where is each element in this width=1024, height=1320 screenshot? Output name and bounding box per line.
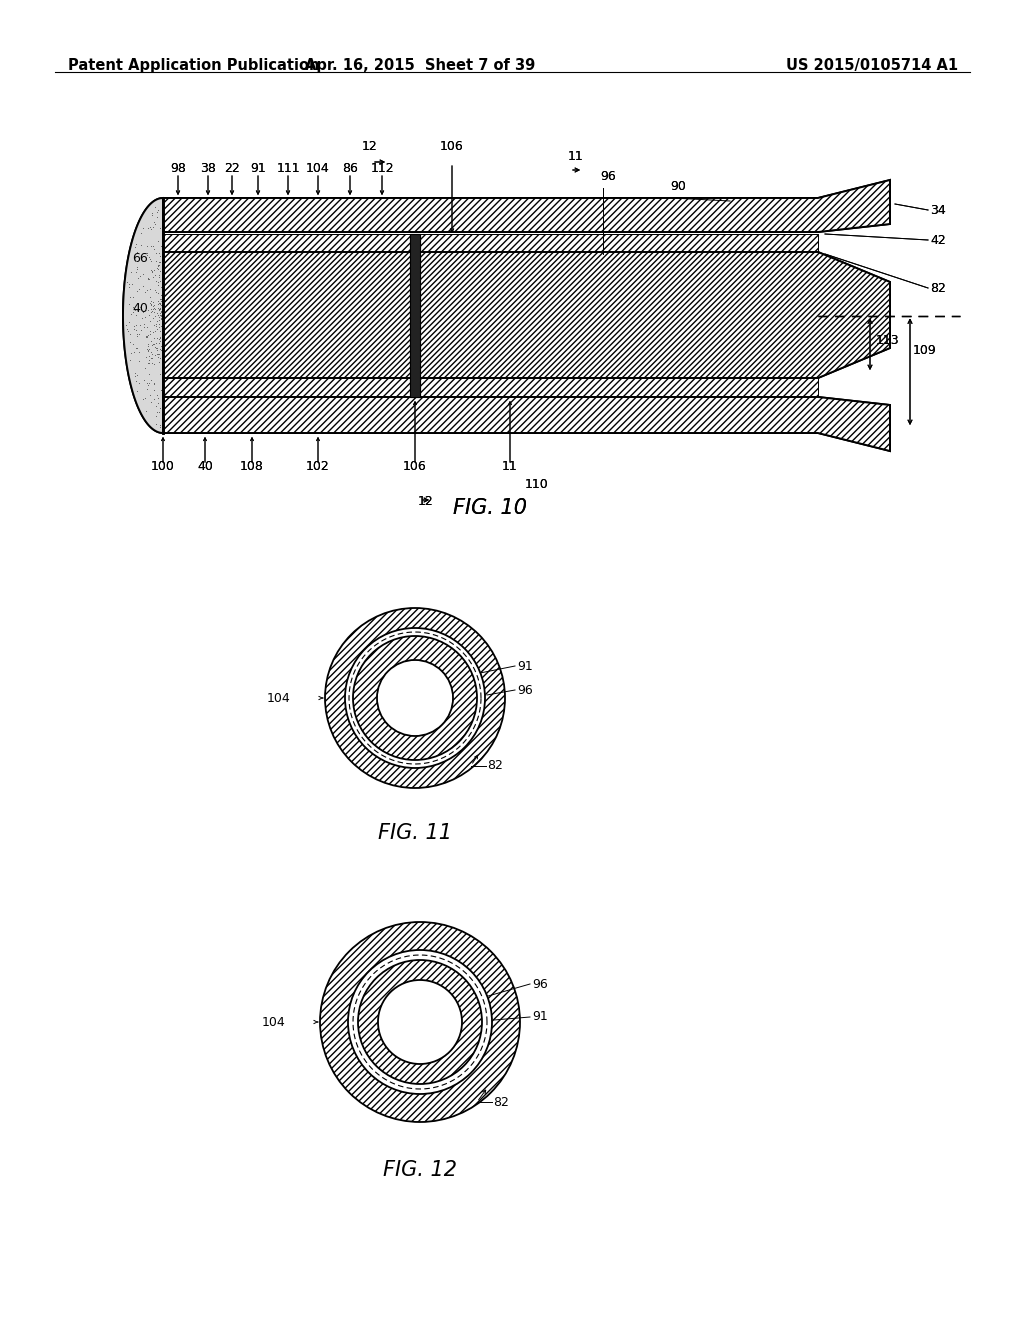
Text: 104: 104 (306, 162, 330, 176)
Text: 102: 102 (306, 459, 330, 473)
Text: 111: 111 (276, 162, 300, 176)
Text: 42: 42 (930, 234, 946, 247)
Text: 82: 82 (930, 281, 946, 294)
Text: Patent Application Publication: Patent Application Publication (68, 58, 319, 73)
Circle shape (378, 979, 462, 1064)
Text: 40: 40 (132, 301, 148, 314)
Text: 86: 86 (342, 162, 358, 176)
Polygon shape (163, 378, 818, 397)
Text: 113: 113 (876, 334, 900, 346)
Text: Apr. 16, 2015  Sheet 7 of 39: Apr. 16, 2015 Sheet 7 of 39 (305, 58, 536, 73)
Text: 108: 108 (240, 459, 264, 473)
Text: 104: 104 (306, 162, 330, 176)
Text: 11: 11 (568, 150, 584, 162)
Text: 104: 104 (261, 1015, 285, 1028)
Text: 96: 96 (600, 170, 615, 183)
Text: 82: 82 (493, 1096, 509, 1109)
Text: 42: 42 (930, 234, 946, 247)
Circle shape (325, 609, 505, 788)
Text: 96: 96 (517, 684, 532, 697)
Text: 90: 90 (670, 180, 686, 193)
Text: 106: 106 (403, 459, 427, 473)
Text: 11: 11 (502, 459, 518, 473)
Text: 12: 12 (418, 495, 434, 508)
Text: 91: 91 (532, 1011, 548, 1023)
Text: 100: 100 (152, 459, 175, 473)
Polygon shape (163, 234, 818, 252)
Polygon shape (163, 180, 890, 232)
Text: 82: 82 (930, 281, 946, 294)
Text: 109: 109 (913, 343, 937, 356)
Circle shape (348, 950, 492, 1094)
Polygon shape (163, 252, 890, 378)
Text: 104: 104 (266, 692, 290, 705)
Text: FIG. 11: FIG. 11 (378, 822, 452, 843)
Polygon shape (163, 378, 818, 397)
Text: 106: 106 (403, 459, 427, 473)
Text: 82: 82 (487, 759, 503, 772)
Polygon shape (123, 198, 163, 433)
Text: 11: 11 (568, 150, 584, 162)
Text: 98: 98 (170, 162, 186, 176)
Text: FIG. 10: FIG. 10 (453, 498, 527, 517)
Text: 38: 38 (200, 162, 216, 176)
Polygon shape (163, 397, 890, 451)
Text: 12: 12 (362, 140, 378, 153)
Text: 22: 22 (224, 162, 240, 176)
Text: 96: 96 (600, 170, 615, 183)
Text: 113: 113 (876, 334, 900, 346)
Text: 40: 40 (197, 459, 213, 473)
Text: 112: 112 (371, 162, 394, 176)
Text: 40: 40 (197, 459, 213, 473)
Text: 91: 91 (517, 660, 532, 672)
Text: 66: 66 (132, 252, 148, 264)
Text: 102: 102 (306, 459, 330, 473)
Circle shape (377, 660, 453, 737)
Polygon shape (123, 198, 163, 433)
Text: 100: 100 (152, 459, 175, 473)
Text: 38: 38 (200, 162, 216, 176)
Text: 109: 109 (913, 343, 937, 356)
Text: 106: 106 (440, 140, 464, 153)
Text: 34: 34 (930, 203, 946, 216)
Text: 40: 40 (132, 301, 148, 314)
Text: 112: 112 (371, 162, 394, 176)
Text: 66: 66 (132, 252, 148, 264)
Polygon shape (163, 252, 890, 378)
Polygon shape (163, 397, 890, 451)
Text: 110: 110 (525, 478, 549, 491)
Polygon shape (163, 234, 818, 252)
Text: 106: 106 (440, 140, 464, 153)
Text: 86: 86 (342, 162, 358, 176)
Text: US 2015/0105714 A1: US 2015/0105714 A1 (785, 58, 958, 73)
Polygon shape (410, 234, 420, 397)
Text: FIG. 10: FIG. 10 (453, 498, 527, 517)
Polygon shape (410, 234, 420, 397)
Circle shape (345, 628, 485, 768)
Text: 91: 91 (250, 162, 266, 176)
Text: 34: 34 (930, 203, 946, 216)
Circle shape (353, 636, 477, 760)
Text: 11: 11 (502, 459, 518, 473)
Text: 96: 96 (532, 978, 548, 990)
Text: 98: 98 (170, 162, 186, 176)
Text: 12: 12 (362, 140, 378, 153)
Text: 91: 91 (250, 162, 266, 176)
Text: 111: 111 (276, 162, 300, 176)
Text: 108: 108 (240, 459, 264, 473)
Polygon shape (163, 180, 890, 232)
Text: 110: 110 (525, 478, 549, 491)
Text: 90: 90 (670, 180, 686, 193)
Text: 12: 12 (418, 495, 434, 508)
Text: 22: 22 (224, 162, 240, 176)
Circle shape (358, 960, 482, 1084)
Circle shape (319, 921, 520, 1122)
Text: FIG. 12: FIG. 12 (383, 1160, 457, 1180)
